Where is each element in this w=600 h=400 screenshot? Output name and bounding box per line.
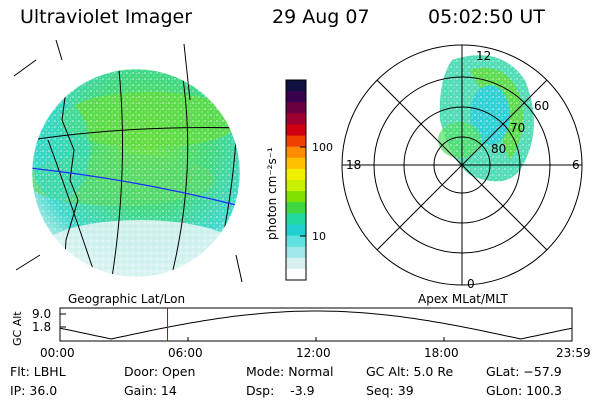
time-label: 05:02:50 UT: [428, 6, 545, 28]
colorbar-band: [286, 235, 306, 248]
colorbar-label: photon cm⁻²s⁻¹: [265, 147, 279, 240]
colorbar-band: [286, 102, 306, 114]
altitude-xtick-12: 12:00: [296, 346, 331, 360]
altitude-ytick-1.8: 1.8: [32, 320, 51, 334]
colorbar-band: [286, 91, 306, 103]
colorbar-band: [286, 157, 306, 170]
colorbar-tick-100: 100: [312, 141, 333, 154]
altitude-xtick-2359: 23:59: [556, 346, 591, 360]
date-label: 29 Aug 07: [272, 6, 370, 28]
colorbar-band: [286, 80, 306, 92]
altitude-xtick-6: 06:00: [168, 346, 203, 360]
colorbar-band: [286, 124, 306, 137]
mlt-label-6: 6: [572, 158, 580, 172]
colorbar-tick-10: 10: [312, 230, 326, 243]
instrument-title: Ultraviolet Imager: [20, 6, 193, 28]
colorbar-band: [286, 213, 306, 225]
polar-plot: [341, 44, 583, 286]
colorbar-frame: [285, 79, 307, 281]
mlt-label-0: 0: [467, 277, 475, 291]
geographic-caption: Geographic Lat/Lon: [68, 292, 185, 306]
mlt-label-18: 18: [346, 158, 361, 172]
info-ip: IP: 36.0: [10, 383, 58, 398]
colorbar-band: [286, 180, 306, 192]
info-dsp: Dsp: -3.9: [246, 383, 315, 398]
altitude-plot: [59, 307, 573, 342]
altitude-ytick-9: 9.0: [32, 307, 51, 321]
colorbar-band: [286, 135, 306, 148]
info-glat: GLat: −57.9: [486, 364, 562, 379]
info-mode: Mode: Normal: [246, 364, 334, 379]
info-door: Door: Open: [124, 364, 196, 379]
colorbar-band: [286, 146, 306, 159]
altitude-xtick-18: 18:00: [424, 346, 459, 360]
colorbar-band: [286, 113, 306, 125]
altitude-curve: [59, 310, 573, 340]
info-glon: GLon: 100.3: [486, 383, 562, 398]
mlt-label-12: 12: [476, 49, 491, 63]
geographic-image: [13, 39, 243, 283]
info-gcalt: GC Alt: 5.0 Re: [366, 364, 454, 379]
altitude-xtick-0: 00:00: [40, 346, 75, 360]
info-flt: Flt: LBHL: [10, 364, 66, 379]
info-gain: Gain: 14: [124, 383, 177, 398]
colorbar-band: [286, 246, 306, 259]
colorbar-band: [286, 268, 306, 281]
mlat-label-80: 80: [491, 142, 506, 156]
colorbar-band: [286, 168, 306, 181]
colorbar-band: [286, 224, 306, 237]
info-seq: Seq: 39: [366, 383, 414, 398]
apex-caption: Apex MLat/MLT: [418, 292, 508, 306]
colorbar: [286, 80, 306, 281]
colorbar-band: [286, 257, 306, 270]
colorbar-band: [286, 191, 306, 203]
mlat-label-70: 70: [510, 121, 525, 135]
colorbar-band: [286, 202, 306, 214]
altitude-ylabel: GC Alt: [11, 311, 24, 346]
mlat-label-60: 60: [534, 99, 549, 113]
